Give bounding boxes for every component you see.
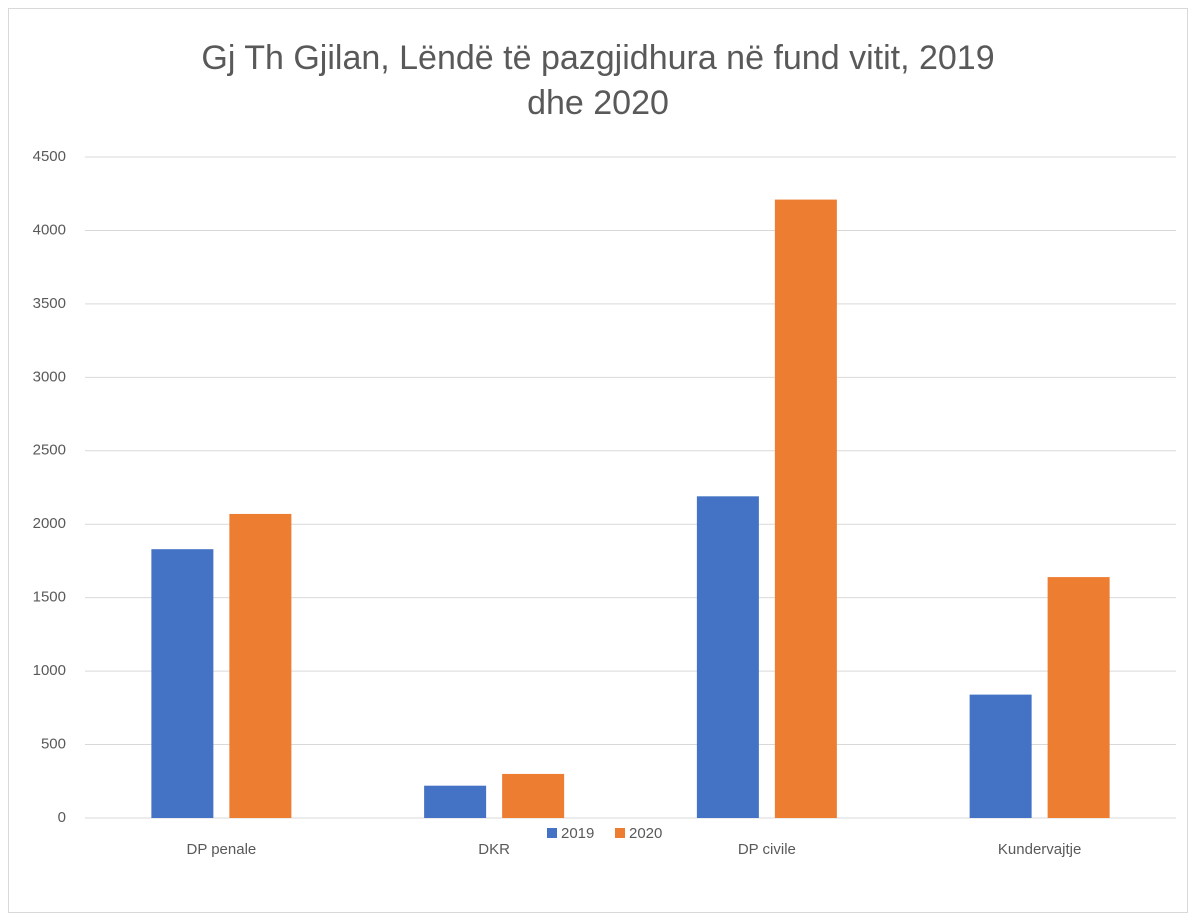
chart-title: Gj Th Gjilan, Lëndë të pazgjidhura në fu… [201,39,994,122]
y-tick-label: 2500 [33,442,66,459]
bar [424,785,487,818]
y-tick-label: 500 [41,736,66,753]
legend-swatch [615,828,625,838]
y-tick-label: 4000 [33,221,66,238]
bar [151,549,214,818]
legend-label: 2020 [629,825,662,842]
bar [502,773,565,818]
y-tick-label: 3000 [33,368,66,385]
x-tick-label: Kundervajtje [998,841,1081,858]
y-tick-label: 1500 [33,589,66,606]
bar [774,199,837,818]
x-tick-label: DP penale [186,841,256,858]
bar [696,496,759,818]
y-tick-label: 0 [58,809,66,826]
legend-label: 2019 [561,825,594,842]
bar [229,513,292,818]
bar [969,694,1032,818]
y-tick-label: 2000 [33,515,66,532]
y-tick-label: 4500 [33,148,66,165]
x-tick-label: DKR [478,841,510,858]
x-tick-label: DP civile [738,841,796,858]
legend-swatch [547,828,557,838]
y-tick-label: 3500 [33,295,66,312]
y-tick-label: 1000 [33,662,66,679]
bar [1047,577,1110,818]
